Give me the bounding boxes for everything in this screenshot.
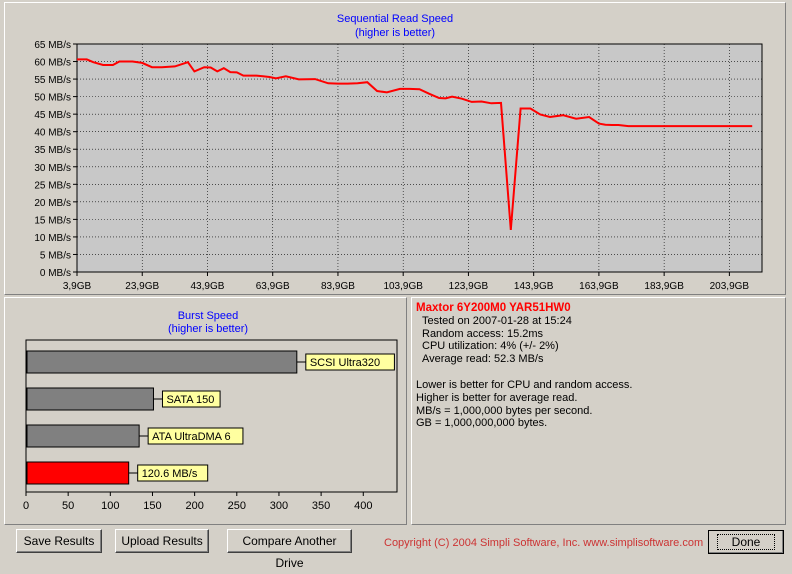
seq-x-tick-label: 83,9GB [321, 281, 355, 292]
random-access: Random access: 15.2ms [422, 327, 544, 340]
seq-x-tick-label: 143,9GB [514, 281, 554, 292]
seq-chart-subtitle: (higher is better) [355, 27, 435, 39]
burst-bar [26, 424, 140, 448]
tested-date: Tested on 2007-01-28 at 15:24 [422, 314, 572, 327]
seq-x-tick-label: 123,9GB [449, 281, 489, 292]
seq-y-tick-label: 0 MB/s [40, 268, 71, 279]
burst-x-tick-label: 0 [23, 500, 29, 512]
burst-chart-title: Burst Speed [178, 310, 239, 322]
seq-x-tick-label: 23,9GB [125, 281, 159, 292]
seq-y-tick-label: 60 MB/s [34, 58, 71, 69]
done-button[interactable]: Done [708, 530, 784, 554]
burst-label-box [305, 353, 395, 371]
seq-y-tick-label: 20 MB/s [34, 198, 71, 209]
note-gb-definition: GB = 1,000,000,000 bytes. [416, 417, 548, 430]
seq-y-tick-label: 55 MB/s [34, 75, 71, 86]
note-lower-better: Lower is better for CPU and random acces… [416, 378, 633, 391]
burst-bar-label: SATA 150 [166, 394, 214, 406]
seq-x-tick-label: 203,9GB [710, 281, 750, 292]
seq-y-tick-label: 65 MB/s [34, 40, 71, 51]
seq-x-tick-label: 3,9GB [63, 281, 92, 292]
burst-bar [26, 387, 154, 411]
burst-label-box [137, 464, 209, 482]
seq-chart-title: Sequential Read Speed [337, 13, 453, 25]
burst-chart-subtitle: (higher is better) [168, 323, 248, 335]
burst-bar [26, 461, 130, 485]
burst-bar-label: SCSI Ultra320 [310, 357, 380, 369]
seq-y-tick-label: 25 MB/s [34, 180, 71, 191]
note-higher-better: Higher is better for average read. [416, 391, 578, 404]
seq-y-tick-label: 10 MB/s [34, 233, 71, 244]
cpu-utilization: CPU utilization: 4% (+/- 2%) [422, 340, 559, 353]
seq-x-tick-label: 163,9GB [579, 281, 619, 292]
burst-x-tick-label: 50 [62, 500, 74, 512]
drive-info: Maxtor 6Y200M0 YAR51HW0 Tested on 2007-0… [416, 302, 632, 430]
burst-x-tick-label: 300 [270, 500, 288, 512]
seq-x-tick-label: 183,9GB [644, 281, 684, 292]
burst-x-tick-label: 250 [228, 500, 246, 512]
burst-bar-label: 120.6 MB/s [142, 468, 198, 480]
seq-y-tick-label: 45 MB/s [34, 110, 71, 121]
sequential-read-panel: Sequential Read Speed (higher is better)… [4, 2, 786, 295]
burst-x-tick-label: 400 [354, 500, 372, 512]
seq-x-tick-label: 63,9GB [256, 281, 290, 292]
seq-y-tick-label: 30 MB/s [34, 163, 71, 174]
seq-x-tick-label: 103,9GB [383, 281, 423, 292]
note-mbs-definition: MB/s = 1,000,000 bytes per second. [416, 404, 593, 417]
seq-y-tick-label: 15 MB/s [34, 215, 71, 226]
burst-label-box [161, 390, 221, 408]
sequential-read-chart: Sequential Read Speed (higher is better)… [34, 13, 763, 292]
burst-speed-chart: Burst Speed (higher is better) 0 50 100 150… [23, 310, 398, 512]
burst-x-tick-label: 350 [312, 500, 330, 512]
burst-bar [26, 350, 298, 374]
drive-info-panel [411, 297, 786, 525]
burst-bar-label: ATA UltraDMA 6 [152, 431, 230, 443]
seq-y-tick-label: 35 MB/s [34, 145, 71, 156]
compare-another-drive-button[interactable]: Compare Another Drive [227, 529, 352, 570]
burst-x-tick-label: 150 [143, 500, 161, 512]
burst-label-box [147, 427, 244, 445]
seq-x-tick-label: 43,9GB [191, 281, 225, 292]
seq-read-series-line [77, 58, 753, 230]
save-results-button[interactable]: Save Results [16, 529, 102, 553]
burst-speed-panel: Burst Speed (higher is better) 0 50 100 150… [4, 297, 407, 525]
burst-x-tick-label: 100 [101, 500, 119, 512]
seq-y-tick-label: 5 MB/s [40, 250, 71, 261]
seq-plot-area [76, 43, 763, 273]
drive-name: Maxtor 6Y200M0 YAR51HW0 [416, 302, 571, 314]
burst-x-tick-label: 200 [185, 500, 203, 512]
copyright-text: Copyright (C) 2004 Simpli Software, Inc.… [384, 537, 704, 549]
upload-results-button[interactable]: Upload Results [115, 529, 209, 553]
average-read: Average read: 52.3 MB/s [422, 353, 544, 366]
seq-y-tick-label: 40 MB/s [34, 128, 71, 139]
seq-y-tick-label: 50 MB/s [34, 93, 71, 104]
